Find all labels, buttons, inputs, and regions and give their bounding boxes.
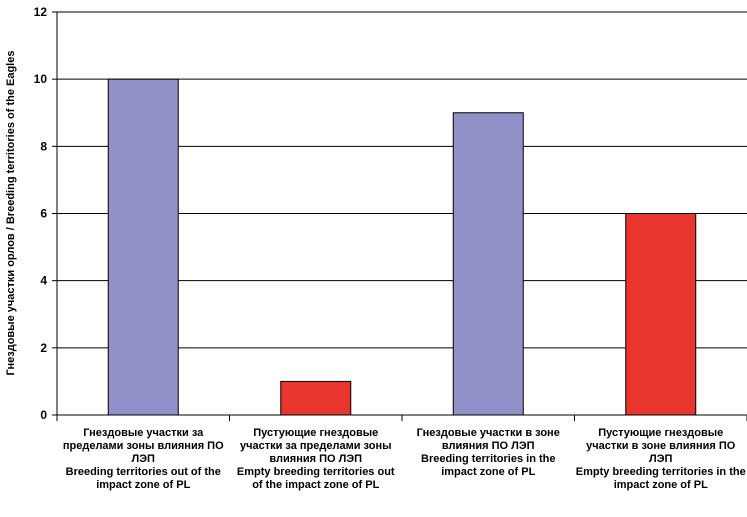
x-category-label: Пустующие гнездовые участки в зоне влиян…	[575, 427, 746, 491]
y-tick-label: 8	[40, 139, 47, 153]
x-category-label: Гнездовые участки за пределами зоны влия…	[62, 427, 224, 491]
y-tick-label: 12	[34, 5, 48, 19]
y-tick-label: 2	[40, 341, 47, 355]
bar	[107, 78, 179, 416]
x-category-label: Гнездовые участки в зоне влияния ПО ЛЭП …	[416, 427, 560, 478]
y-tick-label: 0	[40, 408, 47, 422]
x-category-label: Пустующие гнездовые участки за пределами…	[236, 427, 395, 491]
y-tick-label: 4	[40, 274, 47, 288]
y-ticks: 0 2 4 6 8 10 12	[34, 5, 747, 422]
bars	[107, 78, 697, 416]
bar	[280, 380, 352, 416]
y-tick-label: 6	[40, 207, 47, 221]
y-tick-label: 10	[34, 72, 48, 86]
bar	[452, 112, 524, 416]
bar	[625, 213, 697, 416]
y-axis-title: Гнездовые участки орлов / Breeding terri…	[5, 51, 17, 376]
